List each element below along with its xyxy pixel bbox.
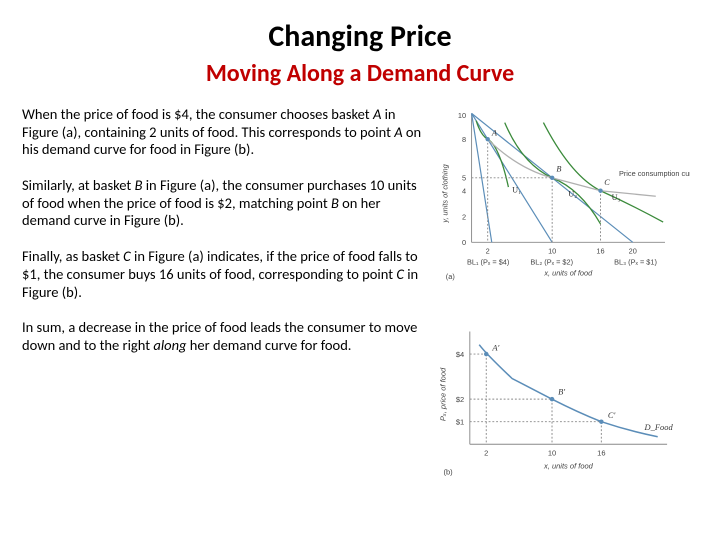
svg-text:x, units of food: x, units of food <box>543 268 593 277</box>
paragraph-2: Similarly, at basket B in Figure (a), th… <box>22 177 422 230</box>
svg-text:BL₁ (Pₓ = $4): BL₁ (Pₓ = $4) <box>467 257 509 266</box>
content-area: When the price of food is $4, the consum… <box>0 106 720 373</box>
svg-text:$4: $4 <box>456 350 464 359</box>
chart-a: 0 2 4 5 8 10 2 10 16 20 <box>430 106 690 281</box>
svg-text:(b): (b) <box>444 467 454 476</box>
svg-text:2: 2 <box>462 212 466 221</box>
svg-text:16: 16 <box>597 449 605 458</box>
svg-text:4: 4 <box>462 187 466 196</box>
svg-text:2: 2 <box>484 449 488 458</box>
svg-text:10: 10 <box>458 111 466 120</box>
svg-text:Price consumption curve: Price consumption curve <box>619 169 690 178</box>
page-title: Changing Price <box>0 18 720 55</box>
svg-text:A': A' <box>491 342 499 352</box>
paragraph-3: Finally, as basket C in Figure (a) indic… <box>22 248 422 301</box>
svg-text:D_Food: D_Food <box>644 422 674 432</box>
page-subtitle: Moving Along a Demand Curve <box>0 59 720 88</box>
svg-text:0: 0 <box>462 238 466 247</box>
svg-text:Pₓ, price of food: Pₓ, price of food <box>438 367 447 421</box>
svg-text:B': B' <box>558 386 565 396</box>
svg-text:B: B <box>556 164 561 173</box>
svg-text:5: 5 <box>462 174 466 183</box>
svg-text:10: 10 <box>548 449 556 458</box>
svg-text:U₃: U₃ <box>612 193 621 202</box>
svg-text:16: 16 <box>596 246 604 255</box>
svg-text:U₂: U₂ <box>568 189 577 198</box>
svg-text:10: 10 <box>548 246 556 255</box>
svg-text:C': C' <box>608 410 616 420</box>
chart-b: $1 $2 $4 2 10 16 <box>430 324 690 479</box>
svg-text:y, units of clothing: y, units of clothing <box>441 163 450 223</box>
svg-text:BL₃ (Pₓ = $1): BL₃ (Pₓ = $1) <box>614 257 657 266</box>
svg-text:(a): (a) <box>446 272 455 281</box>
svg-text:2: 2 <box>486 246 490 255</box>
text-column: When the price of food is $4, the consum… <box>22 106 422 373</box>
paragraph-4: In sum, a decrease in the price of food … <box>22 319 422 354</box>
svg-text:8: 8 <box>462 135 466 144</box>
svg-text:x, units of food: x, units of food <box>543 462 594 471</box>
svg-text:C: C <box>604 178 610 187</box>
paragraph-1: When the price of food is $4, the consum… <box>22 106 422 159</box>
svg-text:U₁: U₁ <box>512 186 521 195</box>
svg-text:A: A <box>491 128 498 137</box>
svg-text:BL₂ (Pₓ = $2): BL₂ (Pₓ = $2) <box>530 257 573 266</box>
svg-text:$2: $2 <box>456 395 464 404</box>
svg-text:$1: $1 <box>456 418 464 427</box>
svg-text:20: 20 <box>629 246 637 255</box>
figure-column: 0 2 4 5 8 10 2 10 16 20 <box>430 106 698 373</box>
